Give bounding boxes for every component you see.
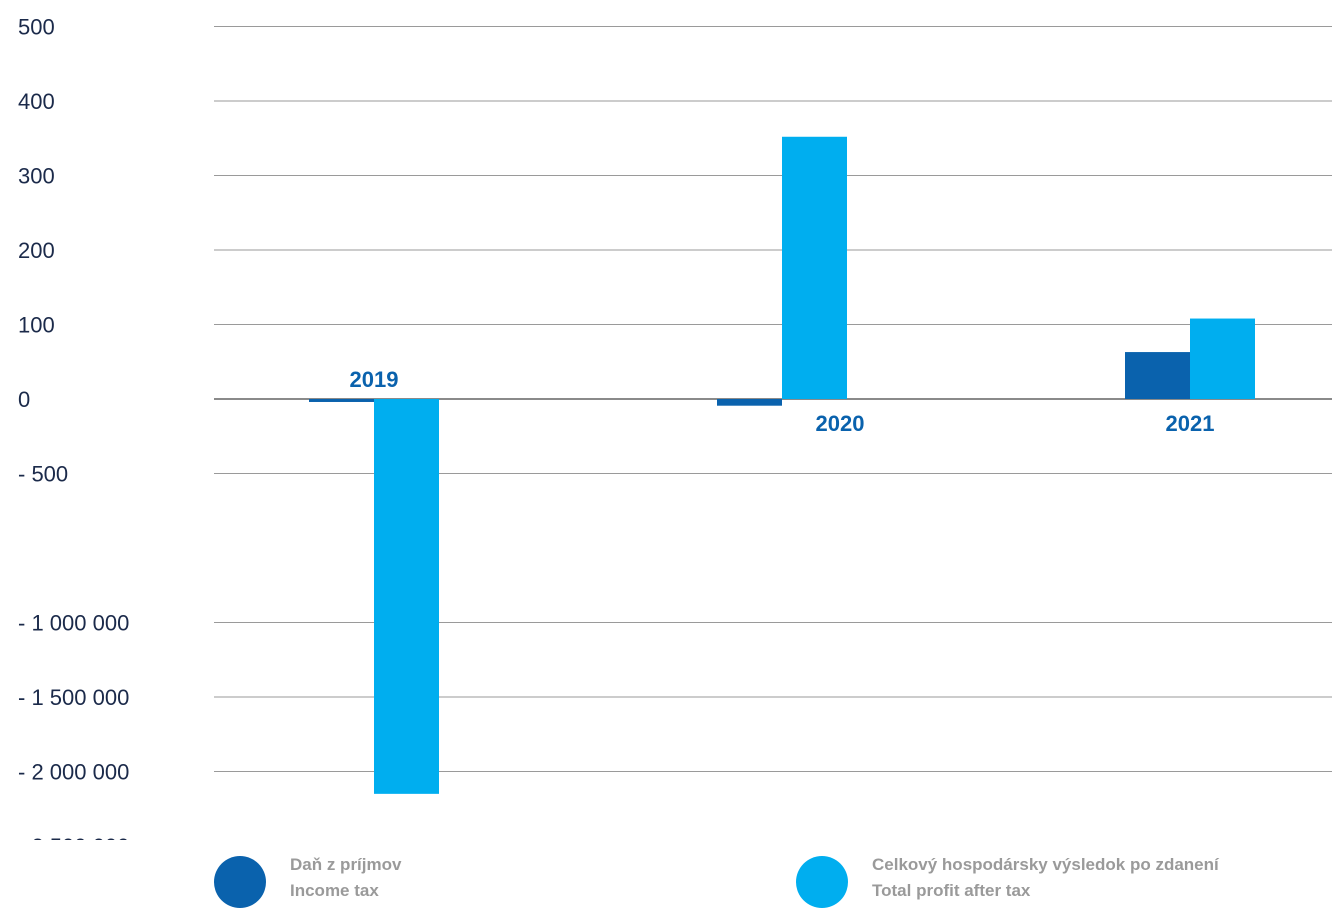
bars [309, 136, 1255, 794]
y-tick-label: - 500 [18, 462, 68, 487]
legend-label-en: Income tax [290, 881, 379, 900]
legend-swatch [214, 856, 266, 908]
y-axis-tick-labels: 500 400 300 200 100 0 - 500 - 1 000 000 - 1 500 … [18, 15, 129, 841]
bar-income-tax-2020 [717, 399, 782, 406]
y-tick-label: 500 [18, 15, 55, 40]
bar-total-profit-2021 [1190, 318, 1255, 399]
y-tick-label: - 1 000 000 [18, 611, 129, 636]
category-label-2021: 2021 [1166, 411, 1215, 436]
legend-label-sk: Celkový hospodársky výsledok po zdanení [872, 855, 1219, 874]
category-label-2020: 2020 [816, 411, 865, 436]
bar-income-tax-2021 [1125, 352, 1190, 399]
y-tick-label: 100 [18, 313, 55, 338]
bar-chart: 500 400 300 200 100 0 - 500 - 1 000 000 - 1 500 … [18, 15, 1332, 841]
legend-item-income-tax: Daň z príjmov Income tax [214, 852, 401, 908]
y-tick-label: 300 [18, 164, 55, 189]
legend-label-sk: Daň z príjmov [290, 855, 402, 874]
y-tick-label: - 2 500 000 [18, 834, 129, 840]
y-tick-label: - 1 500 000 [18, 685, 129, 710]
bar-income-tax-2019 [309, 399, 374, 402]
legend-label: Celkový hospodársky výsledok po zdanení … [872, 852, 1219, 904]
bar-total-profit-2019 [374, 399, 439, 794]
y-tick-label: 400 [18, 89, 55, 114]
category-label-2019: 2019 [350, 367, 399, 392]
y-tick-label: 200 [18, 238, 55, 263]
legend-label-en: Total profit after tax [872, 881, 1031, 900]
bar-total-profit-2020 [782, 136, 847, 399]
category-labels: 2019 2020 2021 [350, 367, 1215, 436]
legend-label: Daň z príjmov Income tax [290, 852, 401, 904]
y-tick-label: - 2 000 000 [18, 760, 129, 785]
y-tick-label: 0 [18, 387, 30, 412]
legend-swatch [796, 856, 848, 908]
legend-item-total-profit: Celkový hospodársky výsledok po zdanení … [796, 852, 1332, 908]
